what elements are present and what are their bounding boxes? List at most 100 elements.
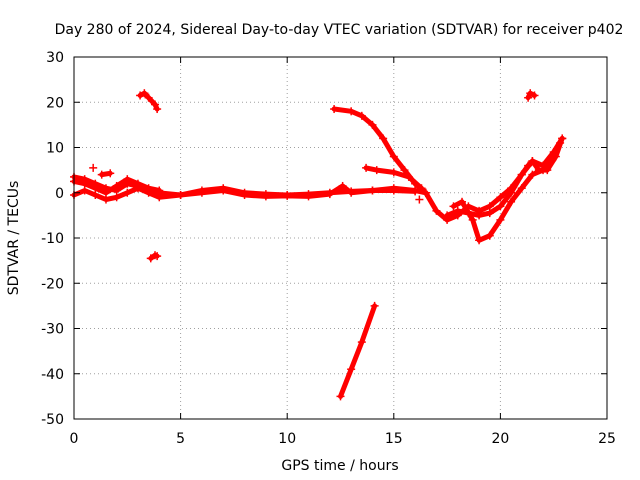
data-point-dip-b	[528, 170, 537, 179]
data-point-baseline-b	[219, 186, 228, 195]
y-tick-label: -10	[41, 231, 64, 247]
data-point-arc-mid	[404, 172, 413, 181]
data-point-dip-a	[485, 202, 494, 211]
data-point-streak-lower	[336, 392, 345, 401]
data-point-blob-d	[415, 195, 424, 204]
data-point-dip-a	[421, 188, 430, 197]
data-point-dip-b	[507, 197, 516, 206]
data-point-baseline-b	[240, 191, 249, 200]
series-baseline-b	[71, 183, 418, 202]
data-point-dip-c	[551, 152, 560, 161]
data-point-dip-c	[524, 161, 533, 170]
data-point-arc-descending	[389, 152, 398, 161]
data-point-blob-a	[153, 252, 162, 261]
data-point-dip-b	[517, 184, 526, 193]
data-point-blob-b	[89, 163, 98, 172]
data-point-baseline-b	[91, 191, 100, 200]
x-tick-label: 15	[385, 431, 403, 447]
y-tick-label: 30	[46, 50, 64, 66]
data-point-baseline-c	[80, 179, 89, 188]
data-point-baseline-b	[389, 186, 398, 195]
data-point-dip-c	[528, 157, 537, 166]
data-point-baseline-c	[91, 184, 100, 193]
data-point-baseline-b	[112, 193, 121, 202]
data-point-arc-mid	[372, 166, 381, 175]
data-point-dip-c	[558, 134, 567, 143]
y-axis-label: SDTVAR / TECUs	[6, 181, 22, 296]
x-tick-label: 0	[70, 431, 79, 447]
x-tick-label: 10	[278, 431, 296, 447]
data-point-baseline-b	[368, 186, 377, 195]
data-point-streak-upper-left	[153, 105, 162, 114]
data-point-streak-lower	[347, 365, 356, 374]
data-point-dip-c	[475, 211, 484, 220]
data-point-dip-c	[543, 166, 552, 175]
data-point-dip-c	[507, 188, 516, 197]
data-point-baseline-b	[197, 188, 206, 197]
data-point-dip-c	[517, 170, 526, 179]
data-point-streak-upper-right	[524, 93, 533, 102]
chart-title: Day 280 of 2024, Sidereal Day-to-day VTE…	[55, 22, 624, 38]
data-point-dip-c	[496, 202, 505, 211]
data-point-streak-upper-left	[151, 100, 160, 109]
y-tick-label: -20	[41, 276, 64, 292]
data-point-baseline-c	[155, 186, 164, 195]
x-axis-label: GPS time / hours	[281, 458, 398, 474]
x-tick-label: 5	[176, 431, 185, 447]
data-point-baseline-b	[347, 188, 356, 197]
y-tick-label: -50	[41, 412, 64, 428]
data-point-arc-descending	[330, 105, 339, 114]
data-point-dip-b	[449, 202, 458, 211]
data-point-dip-b	[458, 197, 467, 206]
data-point-baseline-b	[304, 192, 313, 201]
data-point-baseline-b	[80, 186, 89, 195]
data-point-baseline-c	[144, 184, 153, 193]
data-point-dip-c	[534, 166, 543, 175]
data-point-dip-c	[453, 206, 462, 215]
data-point-baseline-b	[411, 187, 420, 196]
data-point-arc-descending	[347, 107, 356, 116]
data-point-dip-b	[468, 215, 477, 224]
data-point-streak-upper-left	[136, 91, 145, 100]
data-point-streak-upper-right	[526, 89, 535, 98]
data-point-dip-b	[496, 215, 505, 224]
data-point-baseline-c	[112, 181, 121, 190]
data-point-arc-descending	[368, 120, 377, 129]
y-tick-label: -40	[41, 367, 64, 383]
data-point-baseline-c	[133, 179, 142, 188]
data-point-arc-descending	[379, 134, 388, 143]
data-point-arc-mid	[417, 184, 426, 193]
data-point-streak-upper-left	[144, 93, 153, 102]
data-point-baseline-b	[261, 192, 270, 201]
y-tick-label: 10	[46, 141, 64, 157]
data-point-arc-mid	[389, 168, 398, 177]
x-tick-label: 20	[491, 431, 509, 447]
y-tick-label: 0	[55, 186, 64, 202]
data-point-baseline-b	[155, 193, 164, 202]
data-point-blob-c	[106, 169, 115, 178]
y-tick-label: 20	[46, 95, 64, 111]
data-point-dip-c	[485, 209, 494, 218]
data-point-baseline-b	[283, 191, 292, 200]
series-streak-lower	[338, 303, 378, 399]
data-point-arc-descending	[357, 111, 366, 120]
data-point-dip-c	[464, 209, 473, 218]
data-point-blob-a	[146, 254, 155, 263]
data-point-dip-a	[432, 206, 441, 215]
data-point-baseline-c	[123, 175, 132, 184]
data-point-dip-b	[485, 231, 494, 240]
data-point-arc-descending	[400, 166, 409, 175]
x-tick-label: 25	[598, 431, 616, 447]
y-tick-label: -30	[41, 322, 64, 338]
data-point-dip-c	[443, 211, 452, 220]
axis-ticks: 0 5 10 15 20 25 -50 -40 -30 -20 -10 0 10 20 30	[41, 50, 616, 447]
data-point-blob-c	[97, 170, 106, 179]
data-point-streak-upper-left	[140, 89, 149, 98]
data-point-baseline-b	[176, 191, 185, 200]
data-point-streak-lower	[370, 301, 379, 310]
data-point-baseline-b	[338, 181, 347, 190]
data-point-dip-a	[496, 193, 505, 202]
data-point-dip-b	[475, 236, 484, 245]
